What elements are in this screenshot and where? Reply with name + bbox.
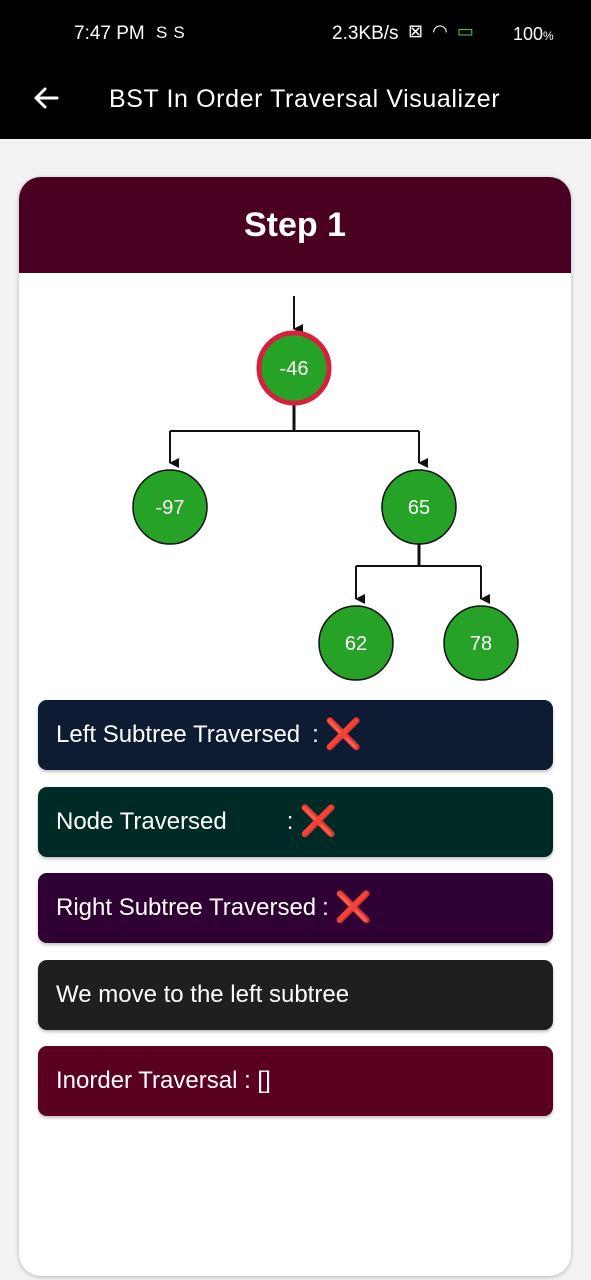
node-value: 65 <box>408 497 430 519</box>
battery-level: 100% <box>513 24 554 44</box>
sim-icon: SS <box>156 23 191 42</box>
right-subtree-label: Right Subtree Traversed <box>56 894 317 921</box>
node-status: Node Traversed : ❌ <box>38 787 553 857</box>
node-value: 78 <box>470 633 492 655</box>
bst-tree: -46 -97 65 62 78 <box>132 296 519 681</box>
node-circle <box>381 469 457 545</box>
step-message-text: We move to the left subtree <box>56 981 350 1008</box>
node-sep: : <box>286 808 294 835</box>
no-sim-icon: ⊠ <box>408 21 426 41</box>
inorder-result: Inorder Traversal : [] <box>38 1046 553 1116</box>
wifi-icon: ◠ <box>432 21 450 41</box>
tree-edges <box>169 296 490 604</box>
tree-node: 62 <box>318 605 394 681</box>
left-subtree-status: Left Subtree Traversed : ❌ <box>38 700 553 770</box>
status-bar: 7:47 PM SS 2.3KB/s ⊠ ◠ ▭ 100% <box>0 0 591 66</box>
tree-node: 65 <box>381 469 457 545</box>
network-speed: 2.3KB/s <box>332 23 399 44</box>
node-value: 62 <box>345 633 367 655</box>
tree-node: -46 <box>256 330 332 406</box>
node-circle <box>132 469 208 545</box>
node-value: -46 <box>280 358 309 380</box>
status-time: 7:47 PM <box>74 23 145 44</box>
node-circle <box>443 605 519 681</box>
node-label: Node Traversed <box>56 808 227 835</box>
right-subtree-cross-icon: ❌ <box>334 891 373 924</box>
node-value: -97 <box>156 497 185 519</box>
step-card: Step 1 -46 -97 65 62 78 Left Subtree Travers… <box>19 177 571 1276</box>
node-cross-icon: ❌ <box>299 805 337 838</box>
current-node-circle <box>256 330 332 406</box>
inorder-result-text: Inorder Traversal : [] <box>56 1067 271 1094</box>
app-title: BST In Order Traversal Visualizer <box>109 85 501 113</box>
node-circle <box>318 605 394 681</box>
left-subtree-cross-icon: ❌ <box>324 718 363 751</box>
tree-node: -97 <box>132 469 208 545</box>
battery-icon: ▭ <box>456 21 476 41</box>
left-subtree-label: Left Subtree Traversed <box>56 721 301 748</box>
right-subtree-status: Right Subtree Traversed : ❌ <box>38 873 553 943</box>
left-subtree-sep: : <box>312 721 319 748</box>
step-title: Step 1 <box>19 177 571 273</box>
back-arrow-icon[interactable] <box>26 78 66 118</box>
app-bar: BST In Order Traversal Visualizer <box>0 66 591 139</box>
step-message: We move to the left subtree <box>38 960 553 1030</box>
right-subtree-sep: : <box>322 894 329 921</box>
tree-node: 78 <box>443 605 519 681</box>
